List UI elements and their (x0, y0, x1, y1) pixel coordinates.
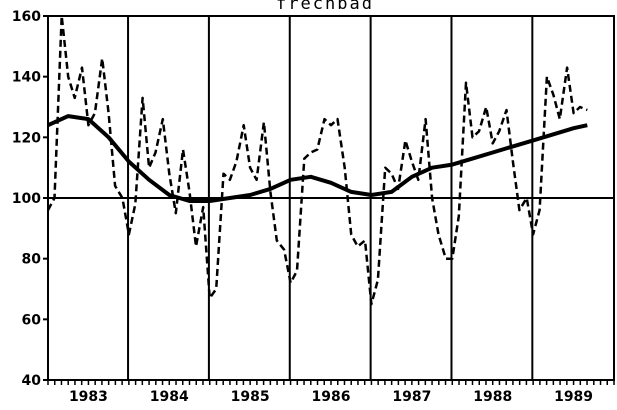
x-tick-label: 1987 (392, 389, 431, 405)
x-tick-label: 1983 (69, 389, 108, 405)
y-tick-label: 80 (22, 252, 42, 268)
y-axis: 40 60 80 100 120 140 160 (12, 9, 48, 389)
y-tick-label: 100 (12, 191, 41, 207)
chart-title: frechbad (276, 0, 374, 14)
y-tick-label: 60 (22, 312, 42, 328)
x-tick-label: 1988 (473, 389, 512, 405)
x-tick-label: 1989 (554, 389, 593, 405)
y-tick-label: 120 (12, 130, 41, 146)
x-tick-label: 1985 (231, 389, 270, 405)
x-tick-label: 1986 (312, 389, 351, 405)
x-axis: 1983 1984 1985 1986 1987 1988 1989 (48, 380, 614, 405)
y-tick-label: 160 (12, 9, 41, 25)
y-tick-label: 140 (12, 70, 41, 86)
axes (48, 16, 614, 380)
y-tick-label: 40 (22, 373, 42, 389)
x-tick-label: 1984 (150, 389, 189, 405)
